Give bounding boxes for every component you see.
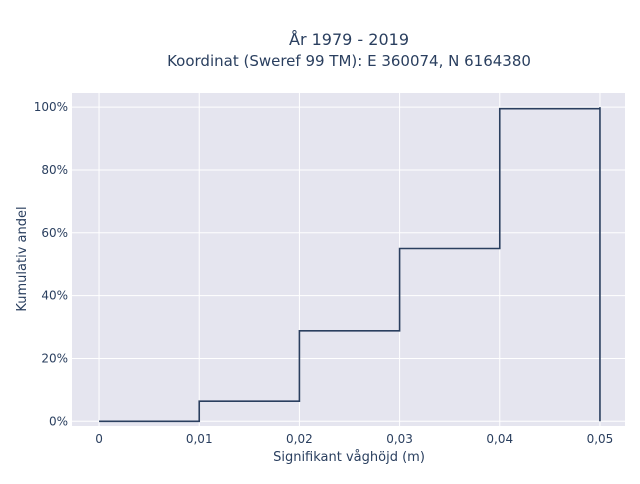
y-tick-label: 20%: [41, 351, 68, 365]
x-tick-labels: 0 0,01 0,02 0,03 0,04 0,05: [95, 432, 613, 446]
chart-subtitle: Koordinat (Sweref 99 TM): E 360074, N 61…: [167, 52, 531, 70]
y-axis-title: Kumulativ andel: [15, 206, 30, 311]
line-layer: [99, 107, 601, 423]
y-tick-label: 80%: [41, 163, 68, 177]
x-tick-label: 0,04: [486, 432, 513, 446]
x-tick-label: 0,05: [587, 432, 614, 446]
y-tick-label: 60%: [41, 226, 68, 240]
y-tick-label: 100%: [34, 100, 68, 114]
y-tick-label: 40%: [41, 289, 68, 303]
plot-background: [72, 93, 625, 426]
series-line: [99, 107, 601, 423]
x-tick-label: 0: [95, 432, 103, 446]
y-tick-labels: 0% 20% 40% 60% 80% 100%: [34, 100, 68, 428]
chart-title: År 1979 - 2019: [289, 30, 409, 49]
x-tick-label: 0,03: [386, 432, 413, 446]
x-tick-label: 0,02: [286, 432, 313, 446]
x-tick-label: 0,01: [186, 432, 213, 446]
x-axis-title: Signifikant våghöjd (m): [273, 450, 425, 465]
y-tick-label: 0%: [49, 414, 68, 428]
